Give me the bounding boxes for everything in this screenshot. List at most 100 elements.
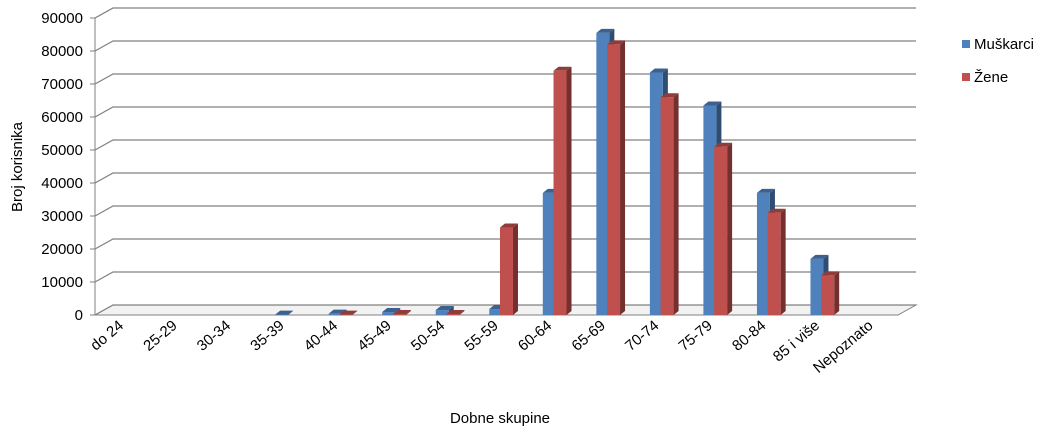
gridline (94, 40, 916, 52)
bar-top (767, 208, 786, 213)
bar-side (459, 310, 465, 315)
bar-top (649, 68, 668, 73)
x-tick-label: 75-79 (676, 317, 716, 355)
bar-front (703, 105, 717, 315)
bar-Žene-70-74 (660, 93, 679, 315)
y-tick-label: 0 (75, 307, 83, 324)
gridline (94, 271, 916, 283)
bar-front (607, 44, 621, 316)
bar-top (756, 188, 775, 193)
bar-Žene-40-44 (339, 310, 358, 316)
bar-Muškarci-35-39 (275, 310, 294, 316)
bars (275, 28, 840, 316)
legend-swatch (962, 73, 970, 81)
bar-Žene-55-59 (499, 223, 518, 315)
bar-Žene-85 i više (821, 271, 840, 315)
bar-front (553, 70, 567, 315)
bar-top (607, 40, 626, 45)
bar-top (703, 101, 722, 106)
bar-Žene-65-69 (607, 40, 626, 316)
left-wall-edge (94, 7, 114, 315)
bar-side (566, 66, 572, 315)
x-tick-label: 55-59 (461, 317, 501, 355)
x-tick-label: 45-49 (354, 317, 394, 355)
bar-Žene-50-54 (446, 310, 465, 315)
bar-front (542, 192, 556, 315)
bar-Žene-75-79 (714, 142, 733, 315)
x-tick-label: 60-64 (515, 317, 555, 355)
y-tick-label: 80000 (41, 43, 83, 60)
y-tick-label: 40000 (41, 175, 83, 192)
bar-front (382, 312, 396, 315)
bar-front (756, 192, 770, 315)
bar-Žene-60-64 (553, 66, 572, 315)
gridlines (94, 7, 916, 316)
x-tick-label: 85 i više (770, 317, 823, 365)
gridline (94, 238, 916, 250)
bar-top (392, 310, 411, 315)
bar-Žene-80-84 (767, 208, 786, 315)
bar-front (821, 275, 835, 315)
x-tick-label: 80-84 (729, 317, 769, 355)
bar-top (382, 308, 401, 313)
y-tick-label: 90000 (41, 10, 83, 27)
gridline (94, 304, 916, 316)
bar-side (727, 142, 733, 315)
x-tick-label: 70-74 (622, 317, 662, 355)
bar-front (392, 314, 406, 315)
bar-side (620, 40, 626, 316)
gridline (94, 205, 916, 217)
bar-front (810, 258, 824, 315)
x-tick-label: 50-54 (408, 317, 448, 355)
bar-top (810, 254, 829, 259)
y-tick-label: 60000 (41, 109, 83, 126)
bar-top (446, 310, 465, 315)
y-tick-label: 30000 (41, 208, 83, 225)
y-tick-label: 20000 (41, 241, 83, 258)
bar-top (553, 66, 572, 71)
bar-side (673, 93, 679, 315)
legend-label: Žene (974, 69, 1008, 86)
x-axis-title: Dobne skupine (450, 410, 550, 427)
bar-front (339, 314, 353, 316)
gridline (94, 73, 916, 85)
bar-front (489, 309, 503, 315)
gridline (94, 139, 916, 151)
bar-top (821, 271, 840, 276)
bar-side (780, 208, 786, 315)
y-axis-title: Broj korisnika (9, 121, 26, 212)
bar-front (660, 97, 674, 315)
x-tick-label: 30-34 (194, 317, 234, 355)
legend-swatch (962, 40, 970, 48)
gridline (94, 106, 916, 118)
gridline (94, 172, 916, 184)
bar-front (499, 227, 513, 315)
bar-top (714, 142, 733, 147)
y-tick-label: 50000 (41, 142, 83, 159)
bar-front (275, 314, 289, 316)
y-axis-ticks: 0 10000 20000 30000 40000 50000 60000 70000 8000… (41, 10, 95, 324)
bar-side (834, 271, 840, 315)
x-tick-label: Nepoznato (810, 317, 877, 377)
legend: Muškarci Žene (962, 36, 1034, 86)
bar-side (405, 310, 411, 315)
x-tick-label: do 24 (87, 317, 127, 354)
bar-front (596, 32, 610, 315)
x-tick-label: 40-44 (301, 317, 341, 355)
bar-top (499, 223, 518, 228)
x-tick-label: 65-69 (568, 317, 608, 355)
bar-front (714, 146, 728, 315)
bar-top (596, 28, 615, 33)
bar-side (288, 310, 294, 315)
bar-side (512, 223, 518, 315)
gridline (94, 7, 916, 19)
x-tick-label: 35-39 (247, 317, 287, 355)
x-axis-ticks: do 24 25-29 30-34 35-39 40-44 45-49 50-54 55-59… (87, 317, 876, 377)
bar-front (435, 310, 449, 315)
bar-front (446, 314, 460, 315)
y-tick-label: 70000 (41, 76, 83, 93)
bar-front (767, 212, 781, 315)
bar-front (328, 313, 342, 315)
x-tick-label: 25-29 (140, 317, 180, 355)
